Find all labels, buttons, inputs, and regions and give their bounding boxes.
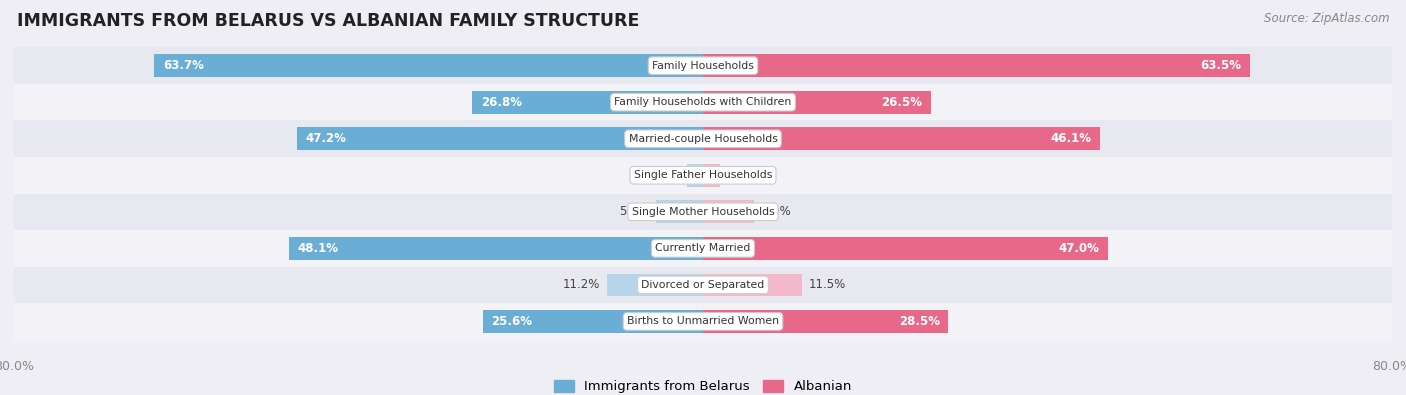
Text: 11.2%: 11.2%	[562, 278, 599, 292]
Text: Single Mother Households: Single Mother Households	[631, 207, 775, 217]
Text: 5.9%: 5.9%	[761, 205, 790, 218]
Bar	[703, 55, 1250, 77]
Bar	[686, 164, 703, 186]
Text: 5.5%: 5.5%	[619, 205, 648, 218]
Text: 63.5%: 63.5%	[1201, 59, 1241, 72]
Text: IMMIGRANTS FROM BELARUS VS ALBANIAN FAMILY STRUCTURE: IMMIGRANTS FROM BELARUS VS ALBANIAN FAMI…	[17, 12, 640, 30]
Text: 26.5%: 26.5%	[882, 96, 922, 109]
Bar	[655, 201, 703, 223]
Text: 2.0%: 2.0%	[727, 169, 756, 182]
Text: 26.8%: 26.8%	[481, 96, 522, 109]
Text: Source: ZipAtlas.com: Source: ZipAtlas.com	[1264, 12, 1389, 25]
Text: 80.0%: 80.0%	[1372, 360, 1406, 373]
Bar	[14, 303, 1392, 340]
Bar	[155, 55, 703, 77]
Bar	[703, 128, 1099, 150]
Text: 47.0%: 47.0%	[1059, 242, 1099, 255]
Text: 47.2%: 47.2%	[305, 132, 346, 145]
Text: 28.5%: 28.5%	[898, 315, 939, 328]
Text: 48.1%: 48.1%	[298, 242, 339, 255]
Bar	[703, 237, 1108, 260]
Text: Family Households with Children: Family Households with Children	[614, 97, 792, 107]
Bar	[703, 310, 949, 333]
Text: Currently Married: Currently Married	[655, 243, 751, 253]
Bar	[14, 194, 1392, 230]
Text: 46.1%: 46.1%	[1050, 132, 1091, 145]
Bar	[703, 164, 720, 186]
Bar	[14, 230, 1392, 267]
Text: Single Father Households: Single Father Households	[634, 170, 772, 180]
Bar	[14, 157, 1392, 194]
Bar	[703, 91, 931, 113]
Text: Divorced or Separated: Divorced or Separated	[641, 280, 765, 290]
Text: Family Households: Family Households	[652, 61, 754, 71]
Bar	[288, 237, 703, 260]
Text: 80.0%: 80.0%	[0, 360, 34, 373]
Text: 25.6%: 25.6%	[491, 315, 531, 328]
Bar	[14, 47, 1392, 84]
Bar	[14, 267, 1392, 303]
Bar	[14, 84, 1392, 120]
Text: 1.9%: 1.9%	[650, 169, 679, 182]
Text: 63.7%: 63.7%	[163, 59, 204, 72]
Bar	[482, 310, 703, 333]
Bar	[703, 274, 801, 296]
Text: Married-couple Households: Married-couple Households	[628, 134, 778, 144]
Text: Births to Unmarried Women: Births to Unmarried Women	[627, 316, 779, 326]
Bar	[703, 201, 754, 223]
Bar	[472, 91, 703, 113]
Text: 11.5%: 11.5%	[808, 278, 846, 292]
Legend: Immigrants from Belarus, Albanian: Immigrants from Belarus, Albanian	[550, 376, 856, 395]
Bar	[297, 128, 703, 150]
Bar	[14, 120, 1392, 157]
Bar	[606, 274, 703, 296]
